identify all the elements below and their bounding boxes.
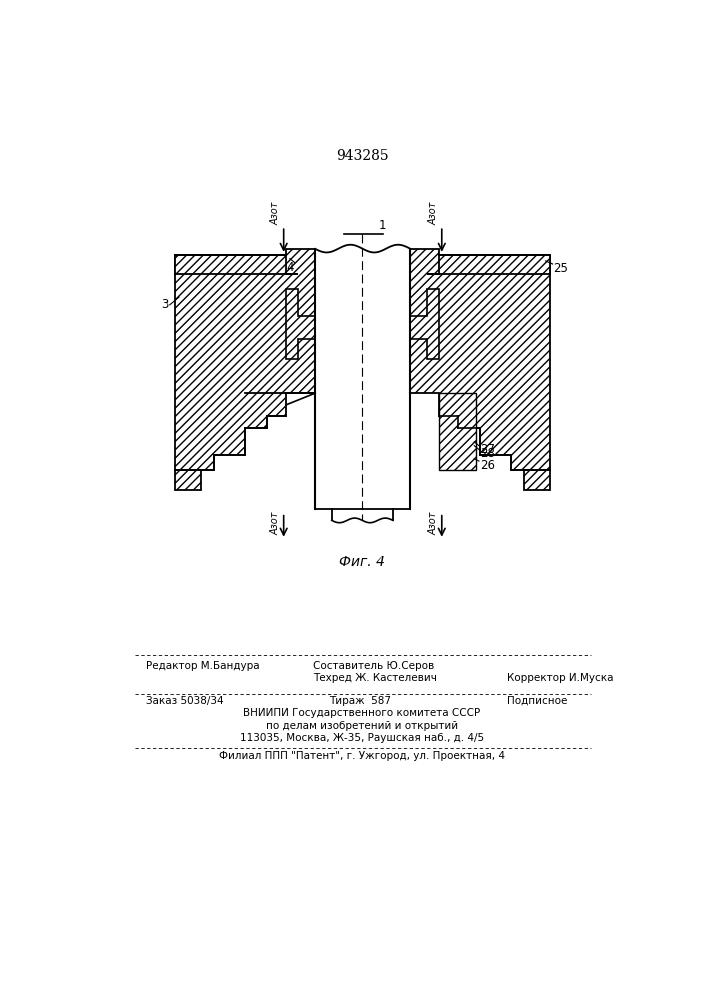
Text: 1: 1	[379, 219, 387, 232]
Polygon shape	[175, 255, 298, 274]
Text: Подписное: Подписное	[507, 696, 567, 706]
Polygon shape	[524, 470, 549, 490]
Text: 27: 27	[480, 443, 495, 456]
Text: 113035, Москва, Ж-35, Раушская наб., д. 4/5: 113035, Москва, Ж-35, Раушская наб., д. …	[240, 733, 484, 743]
Text: Редактор М.Бандура: Редактор М.Бандура	[146, 661, 260, 671]
Polygon shape	[427, 255, 549, 274]
Text: 25: 25	[554, 262, 568, 275]
Text: Тираж  587: Тираж 587	[329, 696, 391, 706]
Polygon shape	[410, 289, 438, 359]
Text: Азот: Азот	[428, 511, 438, 535]
Polygon shape	[175, 470, 201, 490]
Text: по делам изобретений и открытий: по делам изобретений и открытий	[266, 721, 458, 731]
Text: 26: 26	[480, 459, 495, 472]
Text: 4: 4	[286, 261, 293, 274]
Text: Азот: Азот	[271, 511, 281, 535]
Polygon shape	[315, 249, 410, 393]
Text: ВНИИПИ Государственного комитета СССР: ВНИИПИ Государственного комитета СССР	[243, 708, 481, 718]
Text: Заказ 5038/34: Заказ 5038/34	[146, 696, 224, 706]
Text: Корректор И.Муска: Корректор И.Муска	[507, 673, 614, 683]
Text: 3: 3	[162, 298, 169, 311]
Polygon shape	[315, 393, 410, 509]
Text: 28: 28	[480, 447, 495, 460]
Text: Техред Ж. Кастелевич: Техред Ж. Кастелевич	[313, 673, 437, 683]
Text: Фиг. 4: Фиг. 4	[339, 555, 385, 569]
Text: Филиал ППП "Патент", г. Ужгород, ул. Проектная, 4: Филиал ППП "Патент", г. Ужгород, ул. Про…	[219, 751, 505, 761]
Text: Азот: Азот	[428, 201, 438, 225]
Polygon shape	[410, 249, 549, 470]
Text: 943285: 943285	[336, 149, 388, 163]
Polygon shape	[175, 249, 315, 470]
Text: Составитель Ю.Серов: Составитель Ю.Серов	[313, 661, 434, 671]
Polygon shape	[438, 393, 476, 470]
Text: Азот: Азот	[271, 201, 281, 225]
Polygon shape	[286, 289, 315, 359]
